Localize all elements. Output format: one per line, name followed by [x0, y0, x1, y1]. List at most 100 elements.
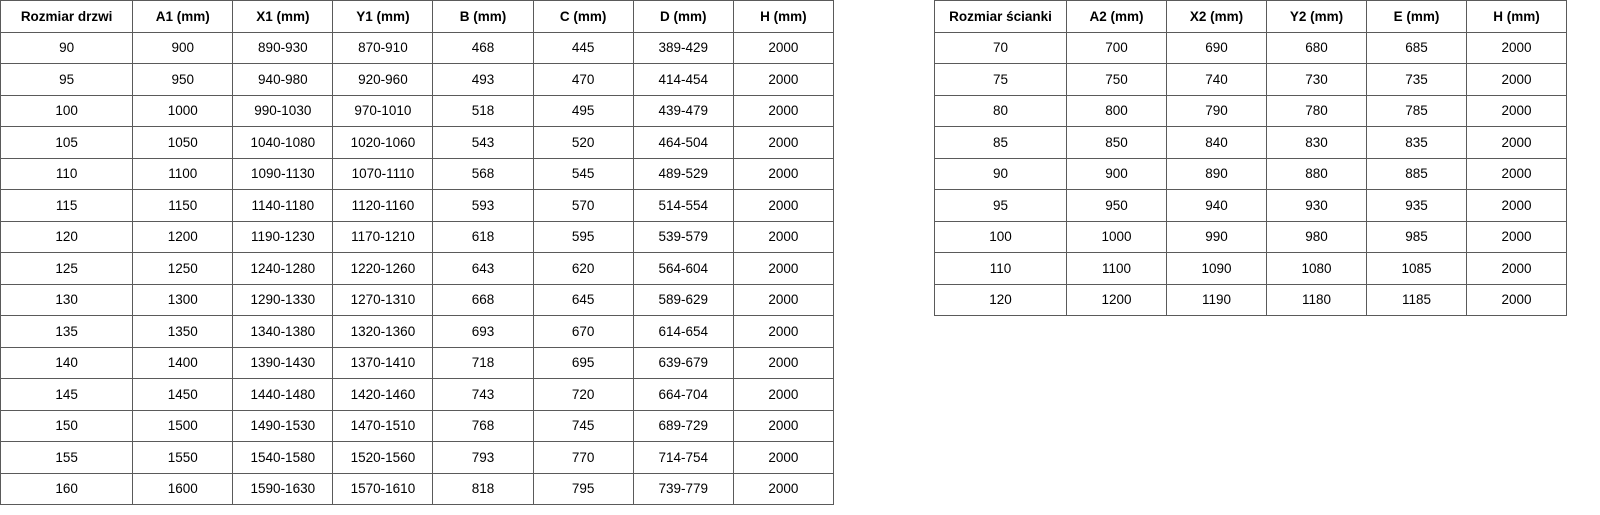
table-cell: 714-754: [632, 441, 734, 474]
table-cell: 670: [532, 315, 634, 348]
table-cell: 1390-1430: [232, 346, 334, 379]
table-row: 105 1050 1040-1080 1020-1060 543 520 464-504 20…: [0, 126, 835, 159]
table-cell: 990-1030: [232, 94, 334, 127]
table-cell: 1590-1630: [232, 472, 334, 505]
table-cell: 750: [1066, 63, 1167, 96]
table-cell: 900: [1066, 157, 1167, 190]
table-cell: 1470-1510: [332, 409, 434, 442]
table-cell: 1200: [1066, 283, 1167, 316]
table-cell: 985: [1366, 220, 1467, 253]
table-cell: 970-1010: [332, 94, 434, 127]
table-cell: 1250: [132, 252, 234, 285]
table-cell: 890: [1166, 157, 1267, 190]
table-cell: 795: [532, 472, 634, 505]
table-cell: 160: [0, 472, 134, 505]
table-row: 145 1450 1440-1480 1420-1460 743 720 664-704 20…: [0, 378, 835, 411]
table-cell: 645: [532, 283, 634, 316]
table-cell: 589-629: [632, 283, 734, 316]
table-cell: 1100: [132, 157, 234, 190]
table-row: 85 850 840 830 835 2000: [934, 126, 1567, 159]
table-cell: 1170-1210: [332, 220, 434, 253]
table-cell: 2000: [732, 31, 835, 64]
table-cell: 2000: [1466, 220, 1567, 253]
table-cell: 1090: [1166, 252, 1267, 285]
table-row: 110 1100 1090 1080 1085 2000: [934, 252, 1567, 285]
table-cell: 790: [1166, 94, 1267, 127]
table-cell: 100: [0, 94, 134, 127]
table-row: 125 1250 1240-1280 1220-1260 643 620 564-604 20…: [0, 252, 835, 285]
table-cell: 2000: [732, 409, 835, 442]
table-cell: 2000: [732, 472, 835, 505]
wall-size-table: Rozmiar ścianki A2 (mm) X2 (mm) Y2 (mm) E (m…: [934, 0, 1567, 316]
table-cell: 2000: [732, 252, 835, 285]
door-size-table: Rozmiar drzwi A1 (mm) X1 (mm) Y1 (mm) B (mm)…: [0, 0, 835, 505]
table-cell: 514-554: [632, 189, 734, 222]
table-cell: 1370-1410: [332, 346, 434, 379]
table-cell: 980: [1266, 220, 1367, 253]
table-row: 120 1200 1190 1180 1185 2000: [934, 283, 1567, 316]
table-cell: 140: [0, 346, 134, 379]
table-cell: 593: [432, 189, 534, 222]
column-header: H (mm): [732, 0, 835, 33]
table-cell: 85: [934, 126, 1067, 159]
table-cell: 100: [934, 220, 1067, 253]
table-cell: 2000: [732, 346, 835, 379]
table-cell: 739-779: [632, 472, 734, 505]
table-cell: 690: [1166, 31, 1267, 64]
table-cell: 1200: [132, 220, 234, 253]
table-cell: 620: [532, 252, 634, 285]
table-cell: 470: [532, 63, 634, 96]
table-cell: 743: [432, 378, 534, 411]
table-cell: 439-479: [632, 94, 734, 127]
table-cell: 568: [432, 157, 534, 190]
table-cell: 700: [1066, 31, 1167, 64]
column-header: Y2 (mm): [1266, 0, 1367, 33]
table-cell: 115: [0, 189, 134, 222]
table-cell: 468: [432, 31, 534, 64]
table-cell: 110: [934, 252, 1067, 285]
column-header: A2 (mm): [1066, 0, 1167, 33]
table-cell: 1150: [132, 189, 234, 222]
table-cell: 1290-1330: [232, 283, 334, 316]
table-cell: 95: [0, 63, 134, 96]
table-cell: 1400: [132, 346, 234, 379]
table-cell: 150: [0, 409, 134, 442]
table-cell: 689-729: [632, 409, 734, 442]
table-cell: 720: [532, 378, 634, 411]
table-cell: 1350: [132, 315, 234, 348]
table-cell: 75: [934, 63, 1067, 96]
table-cell: 489-529: [632, 157, 734, 190]
table-cell: 885: [1366, 157, 1467, 190]
table-cell: 1070-1110: [332, 157, 434, 190]
table-cell: 1220-1260: [332, 252, 434, 285]
table-cell: 840: [1166, 126, 1267, 159]
table-cell: 1320-1360: [332, 315, 434, 348]
table-cell: 1185: [1366, 283, 1467, 316]
table-row: 100 1000 990-1030 970-1010 518 495 439-479 2000: [0, 94, 835, 127]
table-row: 135 1350 1340-1380 1320-1360 693 670 614-654 20…: [0, 315, 835, 348]
table-cell: 1540-1580: [232, 441, 334, 474]
table-cell: 2000: [1466, 189, 1567, 222]
table-cell: 745: [532, 409, 634, 442]
table-cell: 1340-1380: [232, 315, 334, 348]
table-cell: 1140-1180: [232, 189, 334, 222]
table-cell: 830: [1266, 126, 1367, 159]
table-cell: 614-654: [632, 315, 734, 348]
table-cell: 880: [1266, 157, 1367, 190]
table-cell: 1100: [1066, 252, 1167, 285]
table-cell: 120: [934, 283, 1067, 316]
table-cell: 545: [532, 157, 634, 190]
table-cell: 1050: [132, 126, 234, 159]
table-cell: 2000: [1466, 126, 1567, 159]
table-cell: 643: [432, 252, 534, 285]
table-row: 110 1100 1090-1130 1070-1110 568 545 489-529 20…: [0, 157, 835, 190]
table-cell: 664-704: [632, 378, 734, 411]
table-cell: 2000: [1466, 94, 1567, 127]
table-cell: 564-604: [632, 252, 734, 285]
table-cell: 1080: [1266, 252, 1367, 285]
table-row: 100 1000 990 980 985 2000: [934, 220, 1567, 253]
table-cell: 2000: [732, 94, 835, 127]
column-header: X1 (mm): [232, 0, 334, 33]
table-cell: 135: [0, 315, 134, 348]
table-cell: 1440-1480: [232, 378, 334, 411]
